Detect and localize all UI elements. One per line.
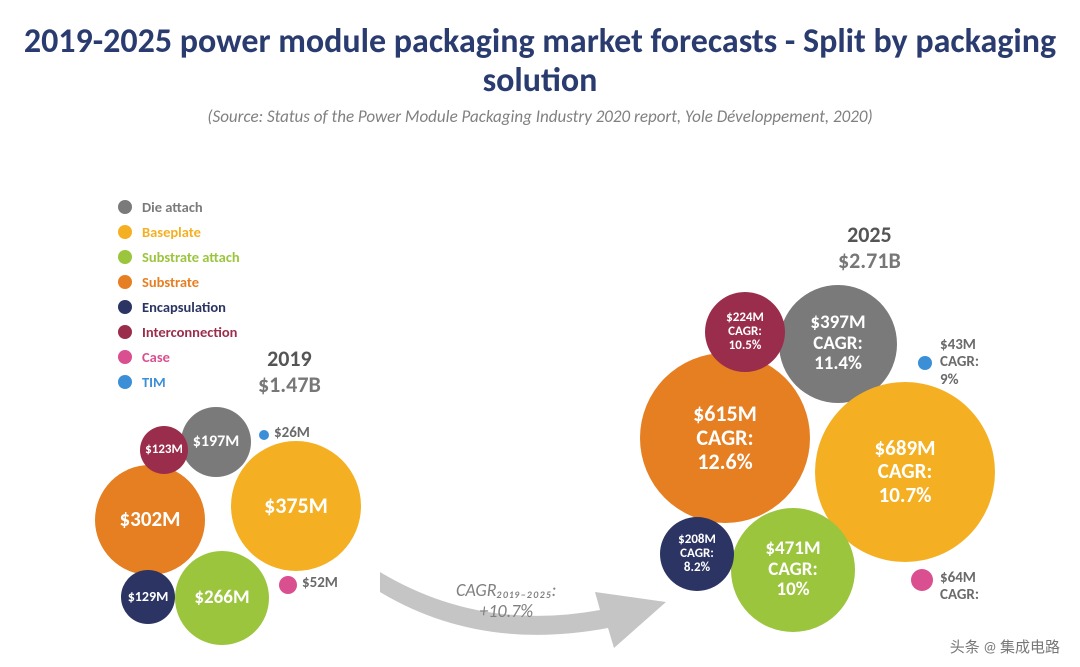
case-2019-label: $52M bbox=[302, 575, 338, 592]
total-2025: $2.71B bbox=[838, 248, 901, 274]
legend: Die attach Baseplate Substrate attach Subst… bbox=[118, 194, 240, 394]
case-2025-label: $64MCAGR: bbox=[940, 570, 979, 605]
legend-item: Baseplate bbox=[118, 219, 240, 244]
substrate-2025: $615MCAGR:12.6% bbox=[640, 353, 810, 523]
year-2019: 2019 bbox=[258, 346, 321, 372]
legend-label: Case bbox=[142, 348, 170, 366]
legend-label: Die attach bbox=[142, 198, 203, 216]
legend-item: Encapsulation bbox=[118, 294, 240, 319]
legend-label: Encapsulation bbox=[142, 298, 226, 316]
year-2025: 2025 bbox=[838, 222, 901, 248]
tim-2019 bbox=[259, 430, 269, 440]
legend-item: Substrate attach bbox=[118, 244, 240, 269]
legend-swatch bbox=[118, 275, 132, 289]
legend-swatch bbox=[118, 300, 132, 314]
interconnection-2025: $224MCAGR:10.5% bbox=[705, 292, 785, 372]
substrate-attach-2019: $266M bbox=[175, 551, 269, 645]
tim-2019-label: $26M bbox=[274, 425, 310, 442]
legend-item: Substrate bbox=[118, 269, 240, 294]
interconnection-2019: $123M bbox=[140, 426, 188, 474]
die-attach-2019: $197M bbox=[181, 407, 251, 477]
cluster-2019-header: 2019 $1.47B bbox=[258, 346, 321, 399]
legend-label: Interconnection bbox=[142, 323, 237, 341]
legend-item: Die attach bbox=[118, 194, 240, 219]
legend-item: TIM bbox=[118, 369, 240, 394]
baseplate-2019: $375M bbox=[231, 441, 361, 571]
legend-item: Interconnection bbox=[118, 319, 240, 344]
attribution-text: 头条 @ 集成电路 bbox=[950, 636, 1060, 657]
source-subtitle: (Source: Status of the Power Module Pack… bbox=[0, 106, 1080, 127]
overall-cagr-label: CAGR₂₀₁₉₋₂₀₂₅: +10.7% bbox=[456, 580, 557, 621]
legend-swatch bbox=[118, 325, 132, 339]
legend-label: Substrate bbox=[142, 273, 199, 291]
tim-2025-label: $43MCAGR:9% bbox=[940, 337, 979, 389]
legend-swatch bbox=[118, 375, 132, 389]
total-2019: $1.47B bbox=[258, 372, 321, 398]
legend-label: TIM bbox=[142, 373, 166, 391]
legend-swatch bbox=[118, 225, 132, 239]
substrate-attach-2025: $471MCAGR:10% bbox=[731, 508, 855, 632]
legend-item: Case bbox=[118, 344, 240, 369]
cluster-2025-header: 2025 $2.71B bbox=[838, 222, 901, 275]
cagr-line1: CAGR₂₀₁₉₋₂₀₂₅: bbox=[456, 579, 557, 601]
legend-label: Baseplate bbox=[142, 223, 201, 241]
encapsulation-2025: $208MCAGR:8.2% bbox=[660, 517, 734, 591]
legend-label: Substrate attach bbox=[142, 248, 240, 266]
tim-2025 bbox=[918, 356, 932, 370]
encapsulation-2019: $129M bbox=[121, 570, 175, 624]
case-2025 bbox=[911, 569, 933, 591]
legend-swatch bbox=[118, 350, 132, 364]
case-2019 bbox=[279, 576, 297, 594]
legend-swatch bbox=[118, 250, 132, 264]
page-title: 2019-2025 power module packaging market … bbox=[0, 22, 1080, 100]
legend-swatch bbox=[118, 200, 132, 214]
cagr-line2: +10.7% bbox=[479, 600, 533, 622]
substrate-2019: $302M bbox=[95, 465, 205, 575]
